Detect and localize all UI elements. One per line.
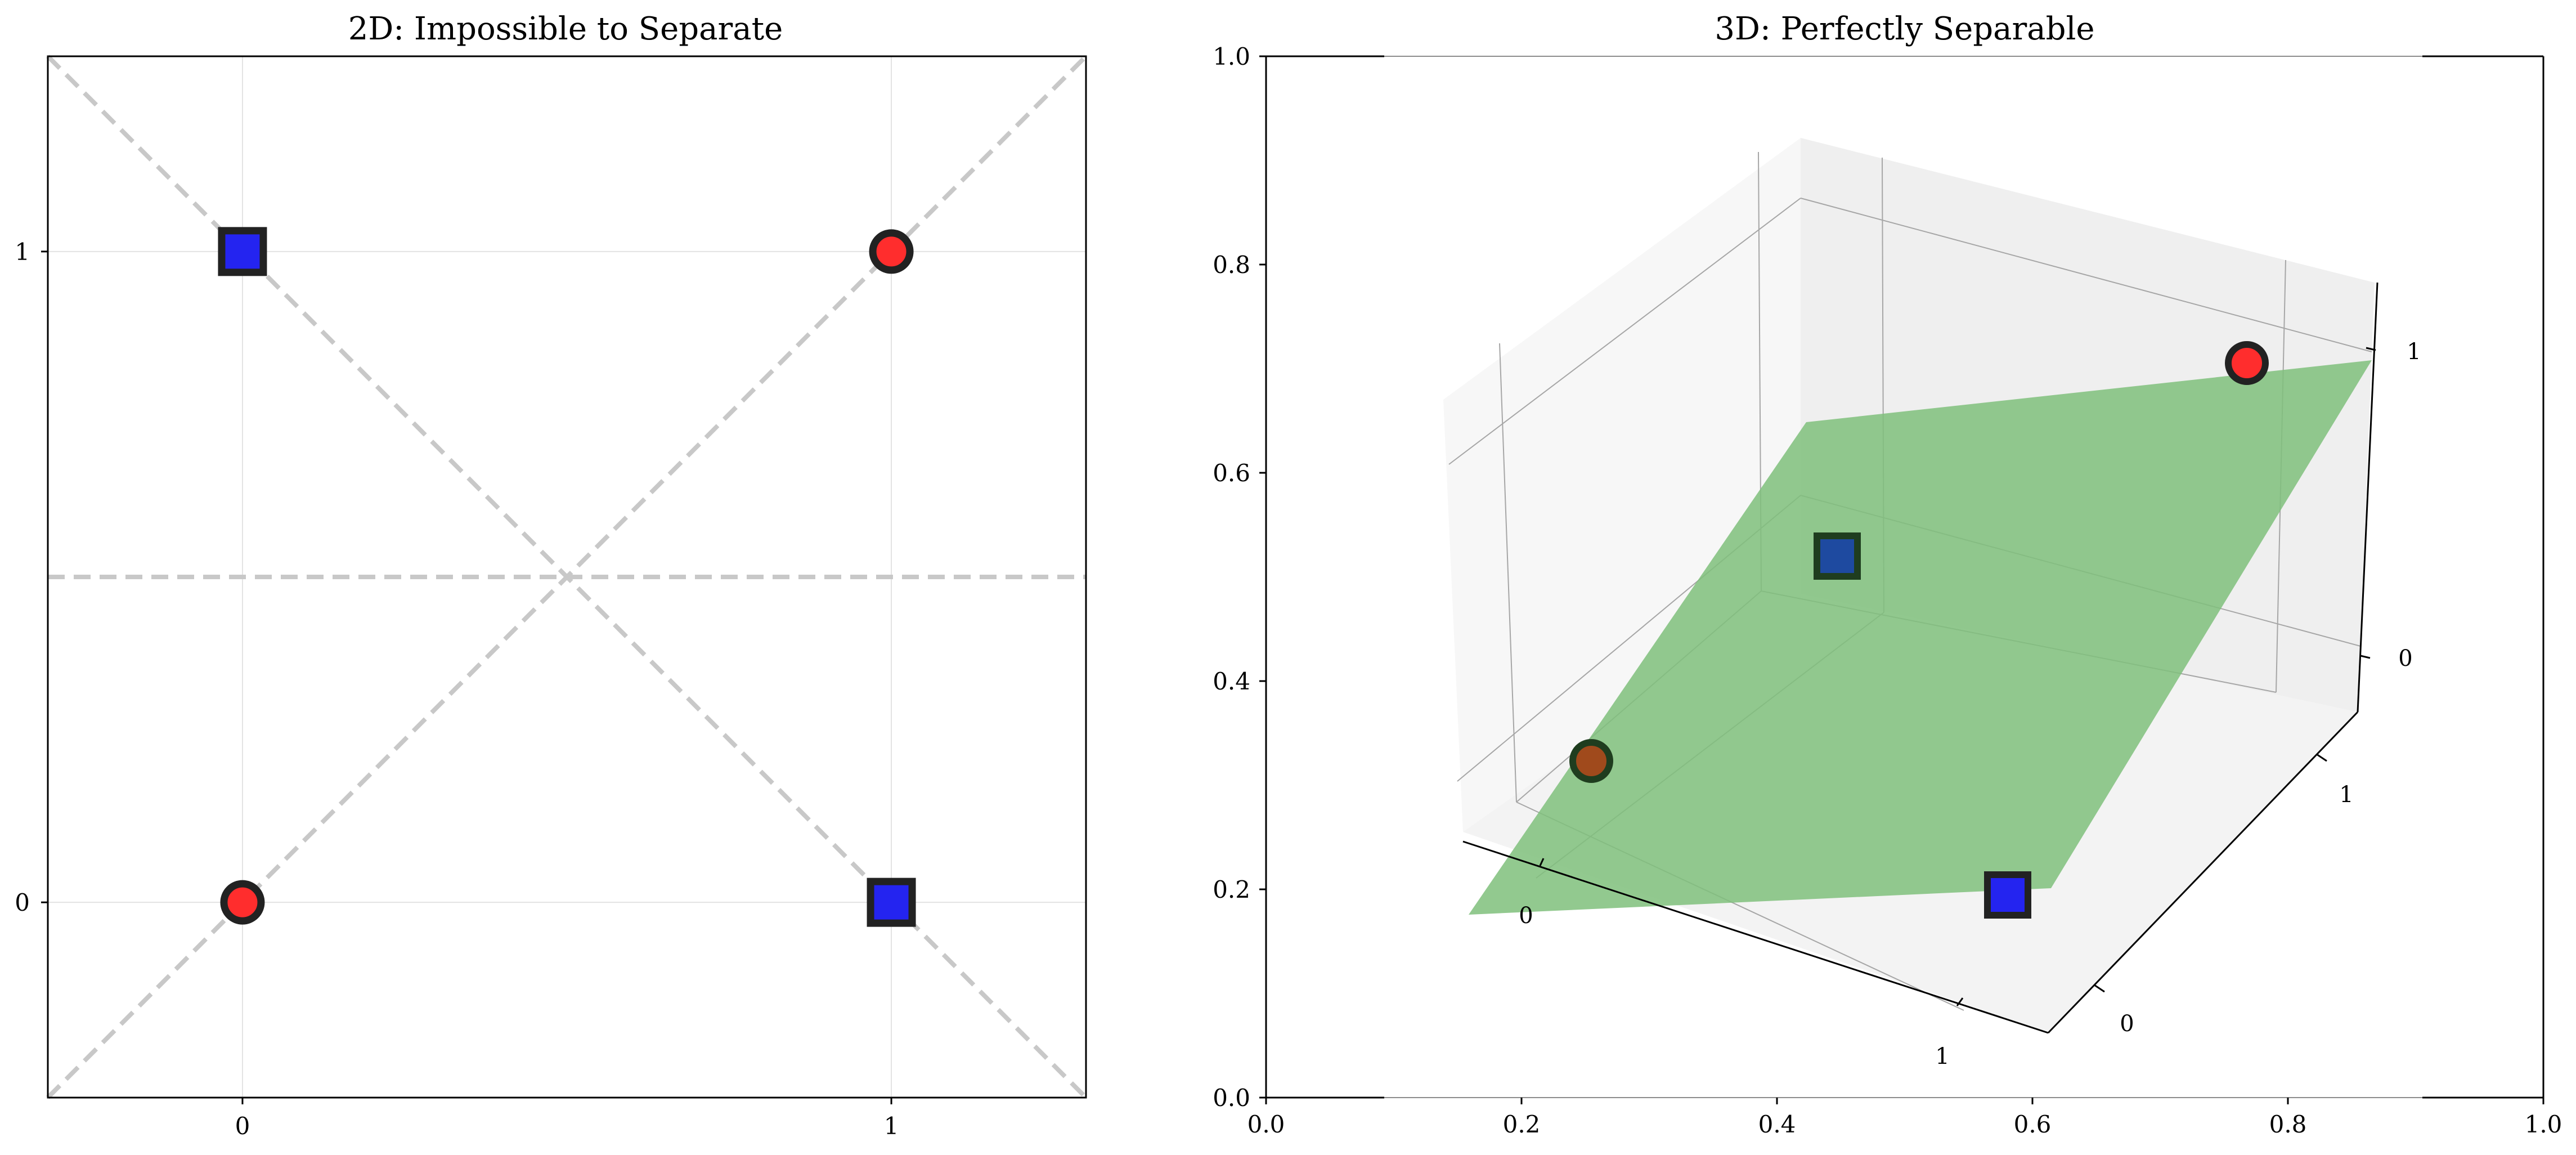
frame-y-tick-label: 0.6 xyxy=(1213,459,1250,487)
chart-2d-points xyxy=(218,227,916,927)
data-point-3d-circle xyxy=(1569,739,1613,783)
chart-3d: 3D: Perfectly Separable xyxy=(1213,11,2562,1138)
chart-2d: 2D: Impossible to Separate 0 1 0 1 xyxy=(15,11,1088,1140)
outer-frame-inner-edges xyxy=(1384,56,2422,1098)
data-point-3d-square xyxy=(1984,871,2031,919)
data-point-circle xyxy=(869,229,914,274)
axis-lines-3d xyxy=(1462,282,2378,1034)
frame-x-tick-label: 0.8 xyxy=(2269,1111,2307,1138)
x-axis-tick-label-0: 0 xyxy=(1519,903,1533,929)
outer-frame xyxy=(1265,55,2544,1099)
chart-2d-ticks: 0 1 0 1 xyxy=(15,238,899,1140)
frame-x-tick-label: 0.4 xyxy=(1758,1111,1796,1138)
z-axis-tick-label-1: 1 xyxy=(2407,339,2421,365)
data-point-square xyxy=(218,227,267,276)
frame-y-tick-label: 1.0 xyxy=(1213,43,1250,70)
chart-2d-reference-lines xyxy=(46,55,1088,1099)
chart-2d-frame xyxy=(47,55,1087,1099)
y-axis-tick-label-0: 0 xyxy=(2120,1011,2134,1037)
separating-plane xyxy=(1469,360,2372,915)
frame-y-tick-label: 0.4 xyxy=(1213,668,1250,695)
frame-x-tick-label: 1.0 xyxy=(2525,1111,2562,1138)
data-point-3d-square xyxy=(1814,532,1861,580)
chart-3d-title: 3D: Perfectly Separable xyxy=(1715,11,2094,47)
frame-x-tick-label: 0.0 xyxy=(1247,1111,1285,1138)
y-tick-label: 1 xyxy=(15,238,30,266)
frame-y-tick-label: 0.0 xyxy=(1213,1084,1250,1112)
frame-y-tick-label: 0.8 xyxy=(1213,251,1250,279)
x-axis-tick-label-1: 1 xyxy=(1935,1044,1949,1069)
data-point-circle xyxy=(220,880,265,925)
y-axis-tick-label-1: 1 xyxy=(2339,782,2353,808)
data-point-square xyxy=(867,878,916,927)
chart-3d-points xyxy=(1569,341,2269,919)
x-tick-label: 1 xyxy=(884,1112,899,1140)
y-tick-label: 0 xyxy=(15,889,30,916)
pane-left xyxy=(1443,138,1801,832)
chart-2d-title: 2D: Impossible to Separate xyxy=(348,11,783,47)
z-axis-tick-label-0: 0 xyxy=(2398,646,2412,671)
x-tick-label: 0 xyxy=(235,1112,250,1140)
frame-x-tick-label: 0.6 xyxy=(2014,1111,2052,1138)
frame-x-tick-label: 0.2 xyxy=(1503,1111,1541,1138)
frame-y-tick-label: 0.2 xyxy=(1213,876,1250,903)
data-point-3d-circle xyxy=(2225,341,2269,385)
outer-frame-ticks: 0.0 0.2 0.4 0.6 0.8 1.0 0.0 0.2 0.4 0.6 0.8 1.0 xyxy=(1213,43,2562,1138)
